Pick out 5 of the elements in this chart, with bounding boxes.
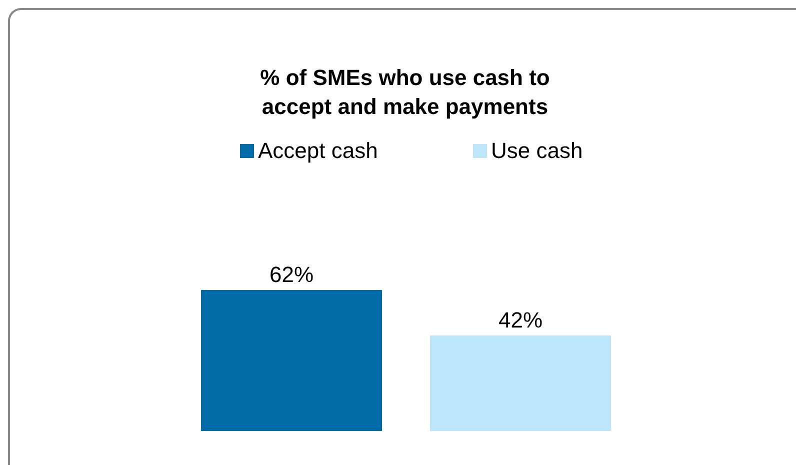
chart-title: % of SMEs who use cash to accept and make payments xyxy=(260,65,550,119)
data-label: 62% xyxy=(269,262,314,287)
legend-label: Accept cash xyxy=(258,138,378,163)
data-label: 42% xyxy=(498,307,543,332)
legend-label: Use cash xyxy=(491,138,583,163)
